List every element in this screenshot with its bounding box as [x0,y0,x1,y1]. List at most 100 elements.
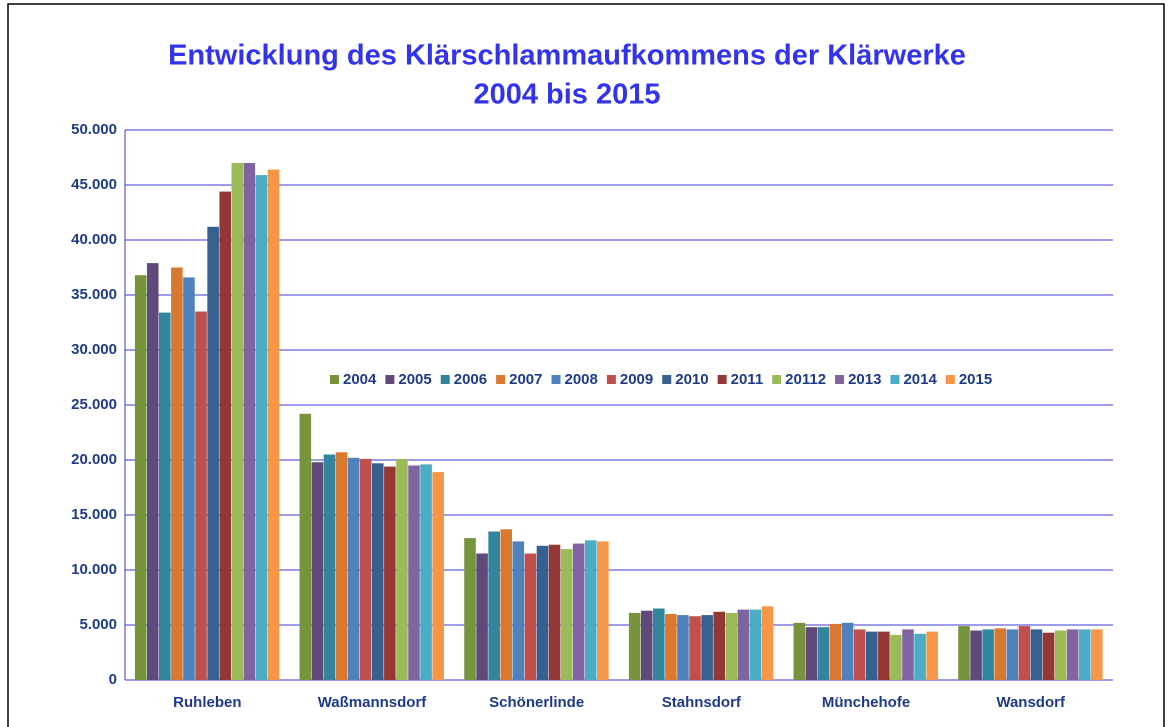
bar [1030,629,1043,680]
bar [970,630,982,680]
legend-swatch [835,375,845,384]
bar [878,631,890,680]
x-tick-label: Ruhleben [173,694,241,711]
y-tick-label: 40.000 [71,231,117,248]
y-tick-label: 25.000 [71,396,117,413]
legend-label: 2006 [454,371,487,388]
legend-swatch [330,375,339,384]
bar [725,612,738,680]
bar [183,277,195,680]
bar [524,553,537,680]
bar [958,626,970,680]
legend-label: 2014 [903,371,937,388]
bar [793,622,806,680]
bar [536,545,549,680]
legend-label: 2015 [959,371,992,388]
bar [914,633,926,680]
bar [572,543,585,680]
bar [653,608,665,680]
y-tick-label: 10.000 [71,561,117,578]
x-tick-label: Münchehofe [822,694,910,711]
bar [737,609,750,680]
bar [323,454,336,680]
legend-label: 20112 [785,371,826,388]
bar [299,413,312,680]
bar [982,629,994,680]
bar [134,275,147,680]
bar [500,529,513,680]
legend-label: 2004 [343,371,377,388]
bar [853,629,866,680]
bar [1078,629,1091,680]
bar [1054,630,1067,680]
bar [597,541,609,680]
y-tick-label: 20.000 [71,451,117,468]
bar [432,472,444,680]
y-tick-label: 35.000 [71,286,117,303]
legend-label: 2013 [848,371,881,388]
y-tick-label: 15.000 [71,506,117,523]
y-tick-label: 45.000 [71,176,117,193]
legend-swatch [385,375,395,384]
bar [866,631,878,680]
legend-swatch [890,375,900,384]
frame [7,3,1165,727]
bar [1091,629,1103,680]
bar [548,544,561,680]
x-tick-label: Schönerlinde [489,694,584,711]
x-tick-label: Waßmannsdorf [318,694,428,711]
bar [749,609,762,680]
legend-label: 2008 [565,371,598,388]
bar [488,531,500,680]
legend-swatch [551,375,561,384]
bar [476,553,488,680]
bar [628,612,641,680]
bar [384,466,396,680]
legend-swatch [606,375,616,384]
bar [677,615,689,680]
bar [805,627,818,680]
bar [146,263,159,680]
bar [584,540,597,680]
bar [689,616,701,680]
bar [512,541,525,680]
bar [231,163,244,680]
bar [243,163,256,680]
bar [761,606,774,680]
bar [420,464,432,680]
bar [665,614,677,680]
x-tick-label: Stahnsdorf [662,694,742,711]
chart-title: 2004 bis 2015 [473,79,660,111]
bar [372,463,384,680]
bar [207,226,219,681]
bar [255,175,268,680]
bar [640,610,653,680]
bar [311,462,324,680]
bar [1042,632,1055,680]
legend-label: 2007 [509,371,542,388]
legend-swatch [662,375,672,384]
bar [408,465,420,680]
y-tick-label: 0 [109,671,117,688]
legend-label: 2010 [675,371,708,388]
legend-swatch [945,375,955,384]
bar [841,622,854,680]
bar [560,549,573,680]
bar [817,627,830,680]
bar [829,623,842,680]
bar [396,458,408,680]
legend-label: 2005 [398,371,431,388]
bar [1006,629,1019,680]
bar [1018,626,1031,680]
legend-swatch [496,375,506,384]
bar [926,631,938,680]
legend-label: 2011 [731,371,764,388]
bar [171,267,183,680]
bar [464,538,476,680]
bar [159,312,171,680]
bar [713,611,725,680]
bar [195,311,207,680]
bar [359,458,372,680]
bar [267,169,280,680]
